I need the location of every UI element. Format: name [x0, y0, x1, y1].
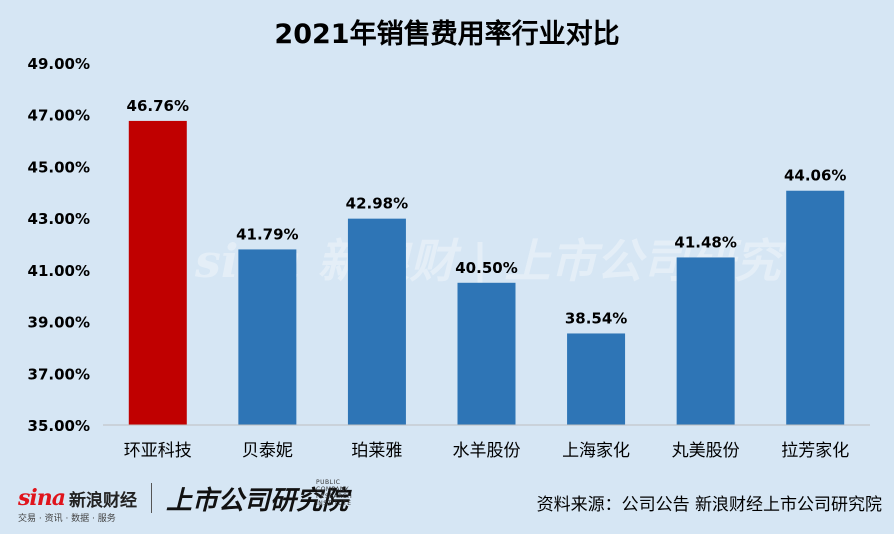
sina-logo-name: 新浪财经	[69, 490, 137, 511]
y-tick-label: 43.00%	[28, 210, 90, 228]
y-tick-label: 37.00%	[28, 365, 90, 383]
bar	[457, 282, 516, 425]
y-tick-label: 45.00%	[28, 158, 90, 176]
data-label: 40.50%	[455, 259, 517, 277]
sina-logo-mark: sina	[18, 485, 66, 511]
data-label: 41.79%	[236, 225, 298, 243]
bar	[238, 249, 297, 425]
y-tick-label: 39.00%	[28, 314, 90, 332]
x-tick-label: 珀莱雅	[351, 441, 402, 461]
data-label: 42.98%	[346, 195, 408, 213]
y-tick-label: 35.00%	[28, 417, 90, 435]
bar	[676, 257, 735, 425]
x-axis: 环亚科技 贝泰妮 珀莱雅 水羊股份 上海家化 丸美股份 拉芳家化	[103, 424, 870, 461]
bar	[347, 218, 406, 425]
x-tick-label: 拉芳家化	[781, 441, 849, 461]
x-tick-label: 环亚科技	[124, 441, 192, 461]
bar	[786, 190, 845, 425]
bar	[567, 333, 626, 425]
data-label: 41.48%	[674, 233, 736, 251]
x-tick-label: 丸美股份	[672, 441, 740, 461]
institute-name: 上市公司研究院	[166, 485, 349, 516]
institute-subtitle: PUBLIC COMPANY RESEARCH INSTITUTE	[316, 478, 353, 507]
data-label: 46.76%	[127, 97, 189, 115]
bar	[128, 120, 187, 426]
source-note: 资料来源：公司公告 新浪财经上市公司研究院	[536, 495, 882, 515]
x-tick-label: 上海家化	[562, 441, 630, 461]
sina-logo-tagline: 交易 · 资讯 · 数据 · 服务	[18, 514, 116, 524]
bars: 46.76% 41.79% 42.98% 40.50% 38.54% 41.48% 44.0…	[127, 97, 846, 426]
data-label: 44.06%	[784, 167, 846, 185]
data-label: 38.54%	[565, 309, 627, 327]
x-tick-label: 水羊股份	[453, 441, 521, 461]
y-tick-label: 47.00%	[28, 107, 90, 125]
y-tick-label: 49.00%	[28, 55, 90, 73]
x-tick-label: 贝泰妮	[242, 441, 293, 461]
y-tick-label: 41.00%	[28, 262, 90, 280]
chart-title: 2021年销售费用率行业对比	[274, 19, 620, 50]
footer-logo: sina 新浪财经 交易 · 资讯 · 数据 · 服务 上市公司研究院 PUBL…	[18, 479, 352, 525]
y-axis: 35.00% 37.00% 39.00% 41.00% 43.00% 45.00% 47.0…	[28, 55, 90, 435]
logo-divider	[151, 483, 152, 513]
